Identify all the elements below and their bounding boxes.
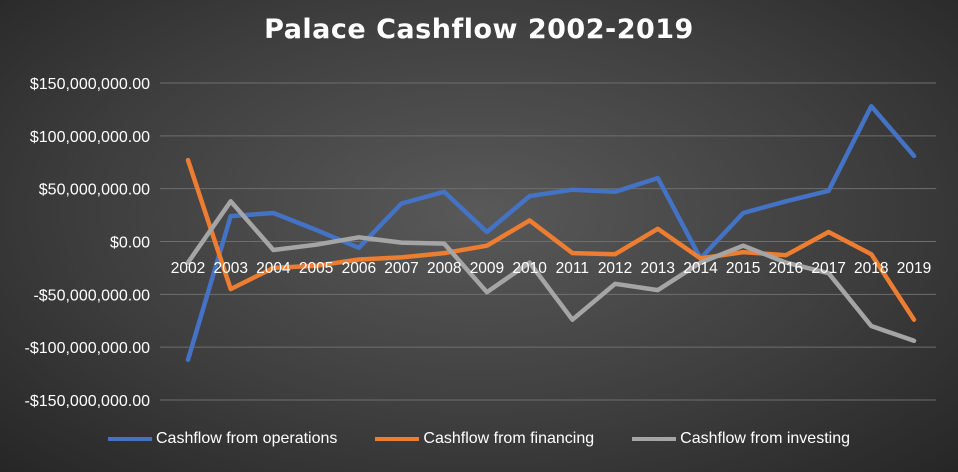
legend-item-operations: Cashflow from operations [107, 430, 338, 448]
series-line-operations [185, 103, 917, 363]
x-tick-label: 2011 [556, 260, 589, 277]
y-tick-label: -$150,000,000.00 [25, 393, 151, 410]
x-tick-label: 2017 [811, 260, 845, 277]
x-tick-label: 2010 [512, 260, 547, 277]
x-tick-label: 2015 [726, 260, 760, 277]
x-tick-label: 2007 [384, 260, 418, 277]
y-axis-ticks: $150,000,000.00 $100,000,000.00 $50,000,00… [25, 76, 151, 410]
legend-item-financing: Cashflow from financing [375, 430, 594, 448]
y-tick-label: -$50,000,000.00 [33, 287, 150, 304]
chart-title: Palace Cashflow 2002-2019 [264, 14, 694, 45]
x-tick-label: 2016 [769, 260, 803, 277]
legend-swatch [632, 437, 677, 441]
legend-label: Cashflow from investing [680, 430, 850, 447]
legend: Cashflow from operations Cashflow from fi… [0, 430, 958, 448]
legend-swatch [375, 437, 420, 441]
x-tick-label: 2013 [641, 260, 675, 277]
y-tick-label: -$100,000,000.00 [25, 340, 151, 357]
series-lines [185, 103, 917, 363]
x-tick-label: 2009 [470, 260, 504, 277]
x-tick-label: 2014 [683, 260, 718, 277]
x-tick-label: 2003 [213, 260, 247, 277]
y-tick-label: $0.00 [110, 235, 150, 252]
series-line-investing [185, 199, 917, 344]
x-tick-label: 2006 [342, 260, 376, 277]
legend-item-investing: Cashflow from investing [632, 430, 850, 448]
x-axis-ticks: 2002 2003 2004 2005 2006 2007 2008 2009 2010 2011… [171, 260, 931, 277]
x-tick-label: 2002 [171, 260, 205, 277]
legend-swatch [107, 437, 152, 441]
x-tick-label: 2018 [854, 260, 888, 277]
x-tick-label: 2019 [897, 260, 931, 277]
x-tick-label: 2008 [427, 260, 461, 277]
x-tick-label: 2005 [299, 260, 333, 277]
y-tick-label: $100,000,000.00 [30, 129, 150, 146]
legend-label: Cashflow from financing [423, 430, 595, 447]
x-tick-label: 2012 [598, 260, 632, 277]
y-tick-label: $50,000,000.00 [39, 182, 150, 199]
x-tick-label: 2004 [256, 260, 291, 277]
gridlines [160, 82, 936, 401]
legend-label: Cashflow from operations [155, 430, 338, 447]
series-line-financing [185, 157, 917, 322]
y-tick-label: $150,000,000.00 [30, 76, 150, 93]
